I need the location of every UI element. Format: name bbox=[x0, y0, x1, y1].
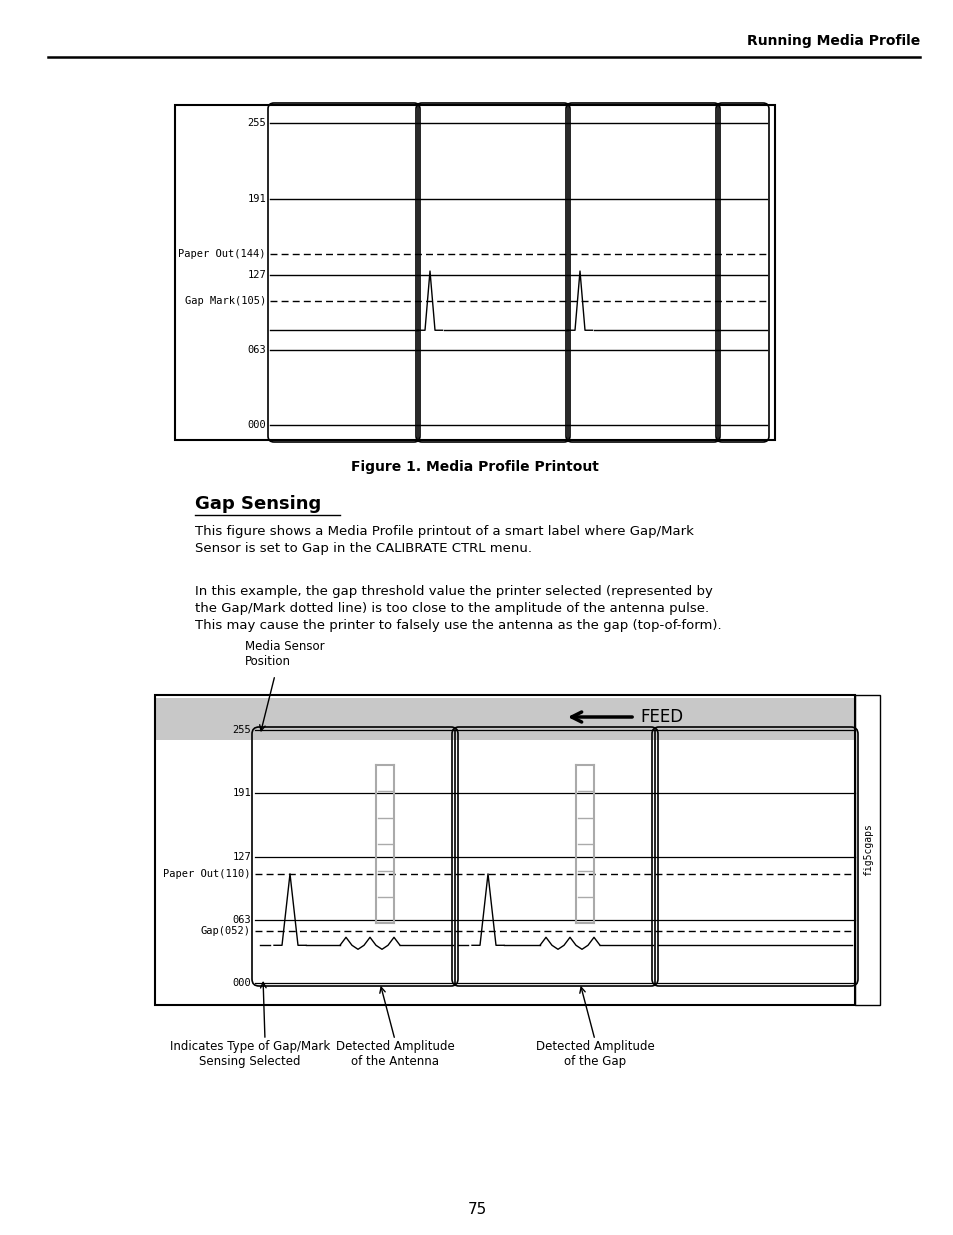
Bar bbox=[154, 698, 854, 740]
Text: 75: 75 bbox=[467, 1203, 486, 1218]
Text: Gap(052): Gap(052) bbox=[201, 926, 251, 936]
Text: 000: 000 bbox=[247, 420, 266, 430]
Text: 127: 127 bbox=[232, 852, 251, 862]
Text: 063: 063 bbox=[247, 346, 266, 356]
Text: fig5cgaps: fig5cgaps bbox=[862, 824, 872, 877]
Text: Indicates Type of Gap/Mark
Sensing Selected: Indicates Type of Gap/Mark Sensing Selec… bbox=[170, 1040, 330, 1068]
Text: Gap Mark(105): Gap Mark(105) bbox=[185, 295, 266, 305]
Text: Detected Amplitude
of the Antenna: Detected Amplitude of the Antenna bbox=[335, 1040, 454, 1068]
Bar bbox=[174, 105, 774, 440]
Text: This figure shows a Media Profile printout of a smart label where Gap/Mark
Senso: This figure shows a Media Profile printo… bbox=[194, 525, 693, 555]
Text: 000: 000 bbox=[232, 978, 251, 988]
Bar bbox=[154, 695, 854, 1005]
Text: Gap Sensing: Gap Sensing bbox=[194, 495, 321, 513]
Text: Running Media Profile: Running Media Profile bbox=[746, 35, 919, 48]
Text: In this example, the gap threshold value the printer selected (represented by
th: In this example, the gap threshold value… bbox=[194, 585, 720, 632]
Text: 255: 255 bbox=[247, 119, 266, 128]
Bar bbox=[854, 695, 879, 1005]
Text: 063: 063 bbox=[232, 915, 251, 925]
Text: Detected Amplitude
of the Gap: Detected Amplitude of the Gap bbox=[535, 1040, 654, 1068]
Text: 127: 127 bbox=[247, 269, 266, 279]
Text: 191: 191 bbox=[232, 788, 251, 799]
Text: FEED: FEED bbox=[639, 708, 682, 726]
Text: Figure 1. Media Profile Printout: Figure 1. Media Profile Printout bbox=[351, 459, 598, 474]
Text: 191: 191 bbox=[247, 194, 266, 204]
Text: Paper Out(110): Paper Out(110) bbox=[163, 869, 251, 879]
Text: Media Sensor
Position: Media Sensor Position bbox=[245, 640, 324, 668]
Text: Paper Out(144): Paper Out(144) bbox=[178, 249, 266, 259]
Text: 255: 255 bbox=[232, 725, 251, 735]
